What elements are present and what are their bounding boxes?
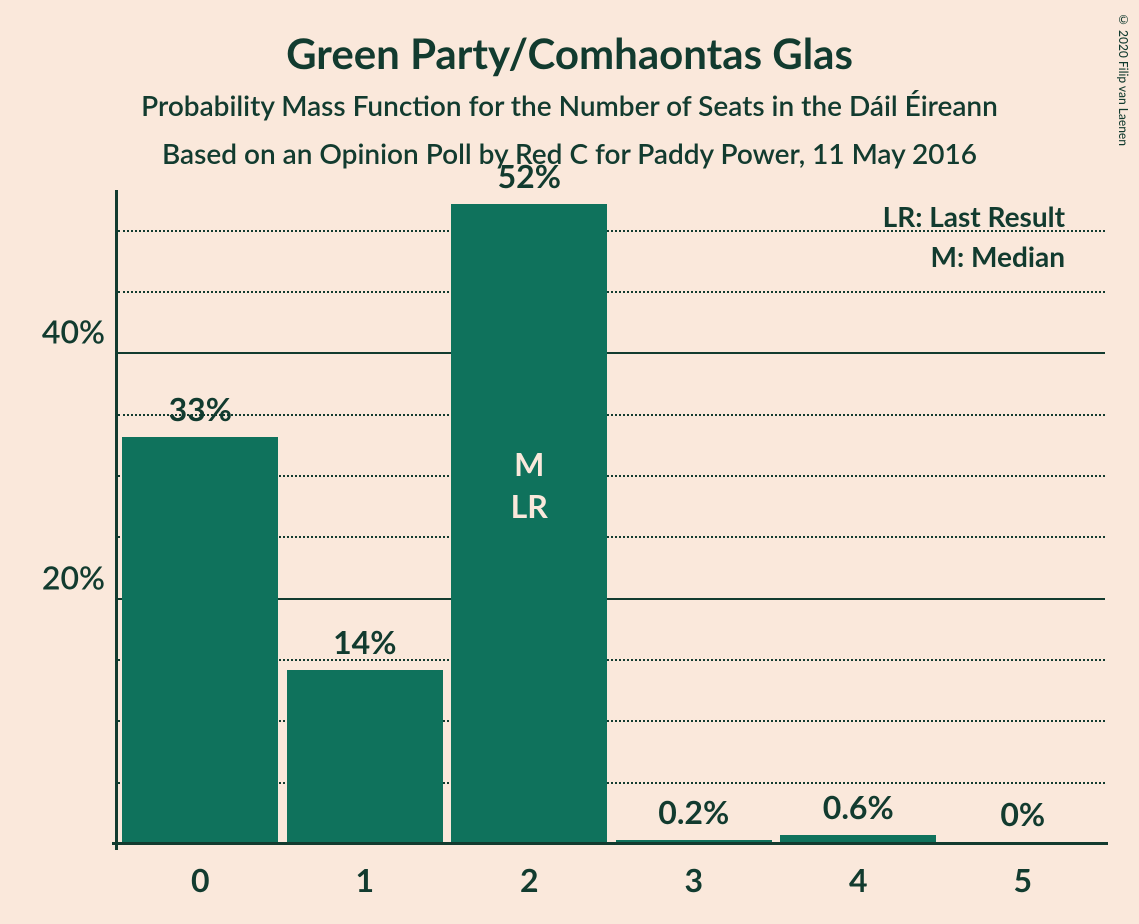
legend-m: M: Median	[931, 239, 1065, 273]
gridline-major	[118, 352, 1105, 354]
copyright-text: © 2020 Filip van Laenen	[1116, 12, 1131, 146]
y-tick-label: 40%	[15, 312, 105, 351]
x-tick-label: 0	[191, 860, 210, 899]
gridline-minor	[118, 414, 1105, 416]
x-tick-label: 5	[1013, 860, 1032, 899]
bar-value-label: 52%	[498, 156, 561, 195]
plot-area: 20%40% 33%14%52%MLR0.2%0.6%0% 012345 LR:…	[115, 195, 1105, 845]
bar	[616, 840, 772, 842]
x-tick-label: 4	[849, 860, 868, 899]
bar-value-label: 14%	[333, 622, 396, 661]
bar	[287, 670, 443, 842]
x-tick-label: 2	[520, 860, 539, 899]
gridline-minor	[118, 291, 1105, 293]
legend-lr: LR: Last Result	[883, 199, 1065, 233]
bar-value-label: 0%	[1000, 794, 1045, 833]
y-tick-label: 20%	[15, 557, 105, 596]
chart-subtitle-1: Probability Mass Function for the Number…	[0, 88, 1139, 122]
x-tick-label: 1	[355, 860, 374, 899]
y-axis	[115, 190, 118, 850]
x-tick-label: 3	[684, 860, 703, 899]
chart-subtitle-2: Based on an Opinion Poll by Red C for Pa…	[0, 136, 1139, 170]
bar-value-label: 0.6%	[823, 787, 894, 826]
bar-value-label: 33%	[169, 389, 232, 428]
chart-container: Green Party/Comhaontas Glas Probability …	[0, 0, 1139, 924]
x-axis	[112, 842, 1108, 845]
bar-value-label: 0.2%	[658, 792, 729, 831]
bar	[780, 835, 936, 842]
bar-annotation-median: MLR	[511, 443, 548, 526]
chart-title: Green Party/Comhaontas Glas	[0, 28, 1139, 78]
bar	[122, 437, 278, 842]
